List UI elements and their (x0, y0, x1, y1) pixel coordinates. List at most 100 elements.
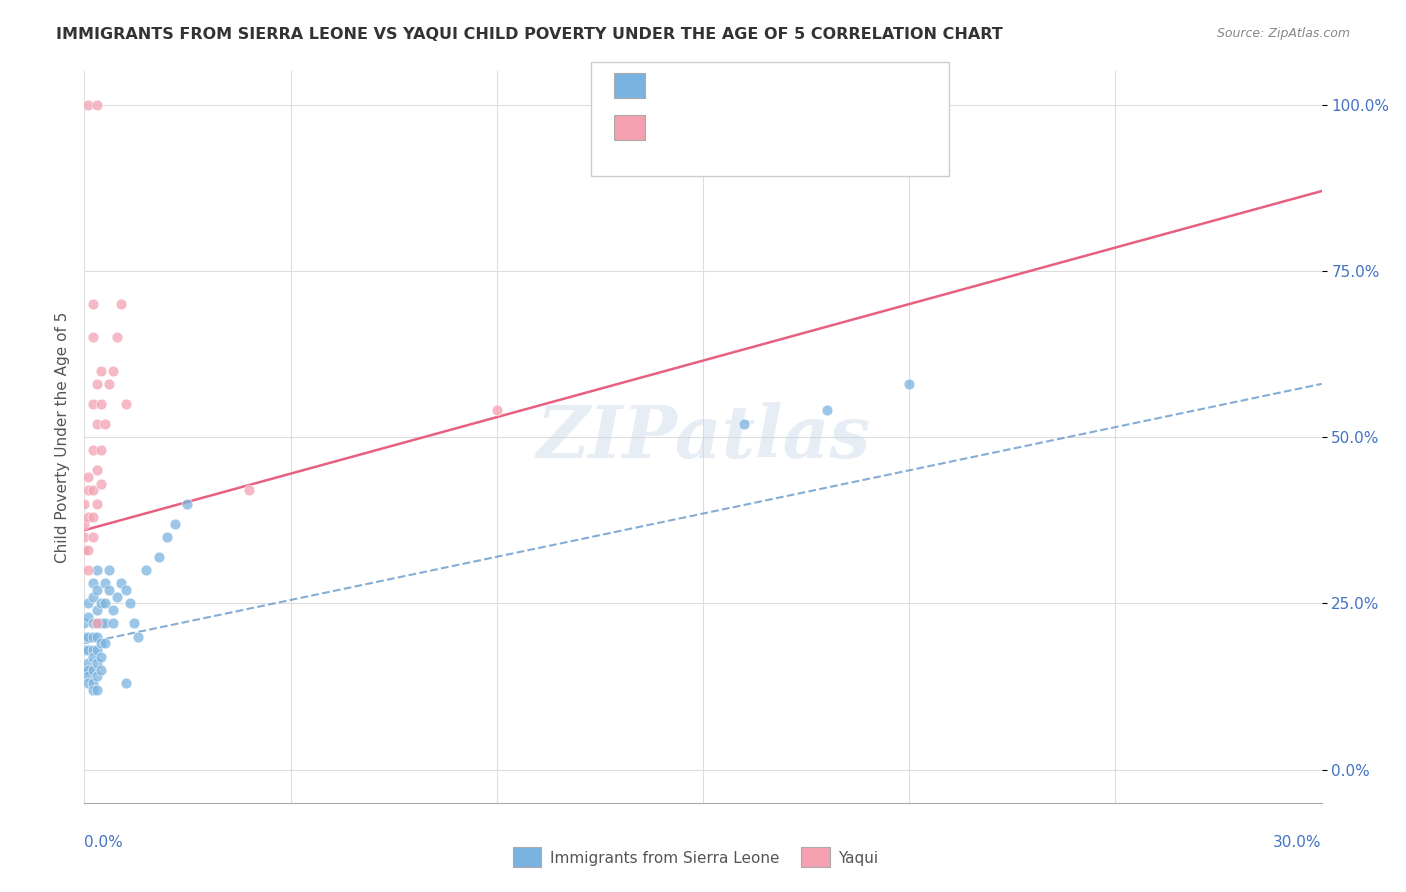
Point (90, 636, 112, 650)
Point (82, 676, 104, 690)
Point (238, 483, 260, 498)
Point (86, 417, 108, 431)
Point (82, 509, 104, 524)
Point (98, 563, 121, 577)
Point (86, 376, 108, 391)
Point (103, 363, 125, 377)
Text: Source: ZipAtlas.com: Source: ZipAtlas.com (1216, 27, 1350, 40)
Point (118, 596, 141, 610)
Point (898, 376, 921, 391)
Point (86, 97, 108, 112)
Text: ZIPatlas: ZIPatlas (536, 401, 870, 473)
Text: R =: R = (657, 119, 693, 136)
Point (77, 543, 100, 558)
Point (114, 582, 136, 597)
Point (94, 616, 117, 631)
Text: 0.0%: 0.0% (84, 836, 124, 850)
Point (82, 663, 104, 677)
Point (90, 397, 112, 411)
Point (90, 663, 112, 677)
Point (82, 483, 104, 498)
Point (82, 616, 104, 631)
Point (98, 582, 121, 597)
Point (105, 590, 128, 604)
Text: 0.153: 0.153 (686, 77, 734, 95)
Point (94, 576, 117, 591)
Point (73, 516, 96, 531)
Point (82, 576, 104, 591)
Point (86, 630, 108, 644)
Point (110, 576, 132, 591)
Point (82, 530, 104, 544)
Point (82, 330, 104, 344)
Point (148, 549, 170, 564)
Point (77, 483, 100, 498)
Point (86, 682, 108, 697)
Y-axis label: Child Poverty Under the Age of 5: Child Poverty Under the Age of 5 (55, 311, 70, 563)
Point (77, 609, 100, 624)
Point (165, 516, 187, 531)
Point (73, 497, 96, 511)
Text: 35: 35 (775, 119, 796, 136)
Point (156, 530, 179, 544)
Point (77, 669, 100, 683)
Point (90, 649, 112, 664)
Point (122, 616, 145, 631)
Point (86, 643, 108, 657)
Text: Immigrants from Sierra Leone: Immigrants from Sierra Leone (550, 851, 779, 865)
Point (73, 530, 96, 544)
Point (86, 563, 108, 577)
Point (82, 643, 104, 657)
Point (77, 630, 100, 644)
Point (82, 649, 104, 664)
Point (82, 682, 104, 697)
Point (86, 656, 108, 670)
Point (105, 330, 128, 344)
Point (127, 630, 149, 644)
Point (733, 417, 755, 431)
Point (86, 616, 108, 631)
Point (114, 676, 136, 690)
Point (77, 656, 100, 670)
Point (90, 363, 112, 377)
Point (77, 509, 100, 524)
Point (77, 97, 100, 112)
Text: Yaqui: Yaqui (838, 851, 879, 865)
Point (82, 443, 104, 458)
Point (82, 630, 104, 644)
Point (73, 630, 96, 644)
Point (103, 616, 125, 631)
Point (73, 643, 96, 657)
Text: N =: N = (745, 119, 782, 136)
Point (86, 616, 108, 631)
Text: 30.0%: 30.0% (1274, 836, 1322, 850)
Point (485, 403, 508, 417)
Text: 0.381: 0.381 (686, 119, 734, 136)
Point (73, 616, 96, 631)
Point (98, 376, 121, 391)
Point (90, 596, 112, 610)
Point (94, 636, 117, 650)
Point (90, 443, 112, 458)
Point (77, 470, 100, 484)
Point (86, 669, 108, 683)
Point (73, 663, 96, 677)
Point (90, 476, 112, 491)
Point (103, 603, 125, 617)
Point (82, 397, 104, 411)
Point (77, 643, 100, 657)
Text: 58: 58 (775, 77, 796, 95)
Point (86, 463, 108, 477)
Point (77, 676, 100, 690)
Point (135, 563, 157, 577)
Point (86, 497, 108, 511)
Point (86, 582, 108, 597)
Point (90, 616, 112, 631)
Point (110, 297, 132, 311)
Point (94, 596, 117, 610)
Text: IMMIGRANTS FROM SIERRA LEONE VS YAQUI CHILD POVERTY UNDER THE AGE OF 5 CORRELATI: IMMIGRANTS FROM SIERRA LEONE VS YAQUI CH… (56, 27, 1002, 42)
Point (77, 563, 100, 577)
Point (86, 603, 108, 617)
Point (73, 543, 96, 558)
Point (176, 497, 198, 511)
